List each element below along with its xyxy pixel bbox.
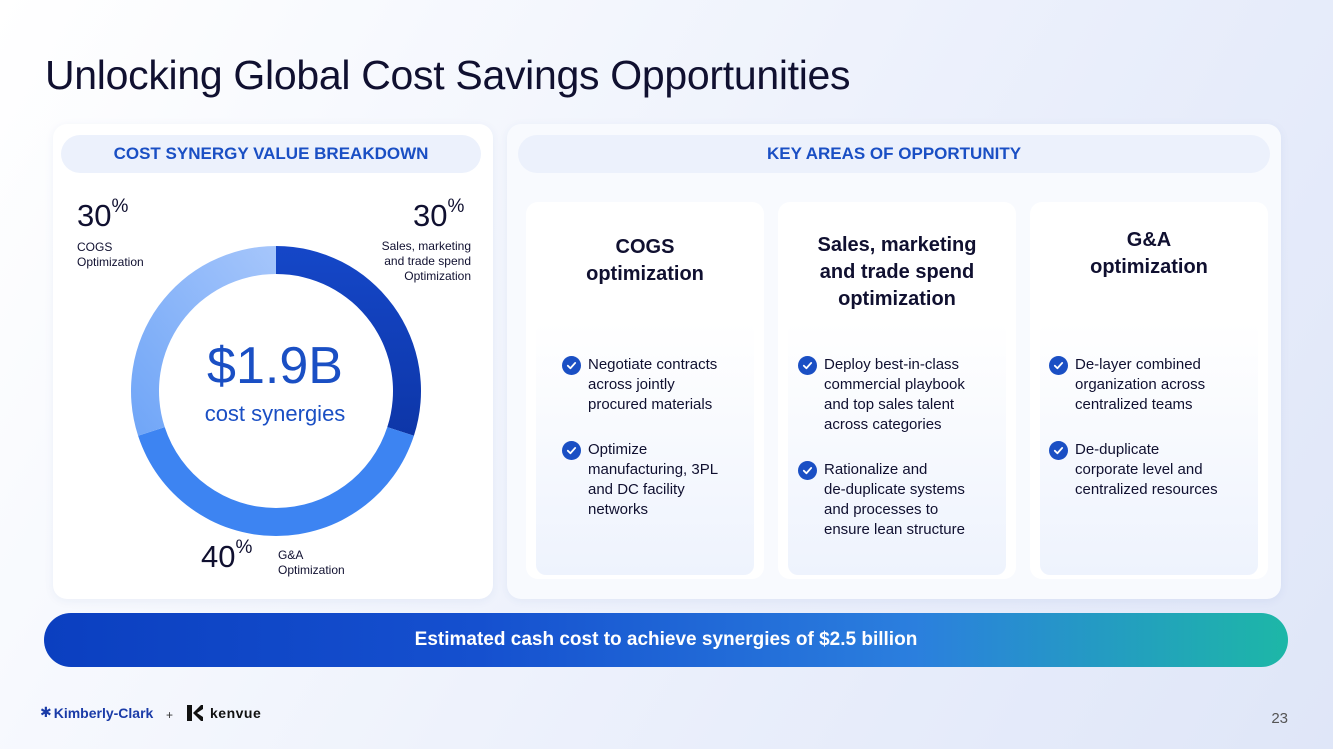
card-title-line: optimization	[586, 263, 704, 285]
ga-percent: 40%	[201, 537, 253, 575]
sales-percent: 30%	[413, 196, 465, 234]
sales-label-line: Sales, marketing	[381, 239, 471, 253]
card-title-line: and trade spend	[819, 261, 975, 283]
card-title: G&A optimization	[1030, 227, 1268, 281]
logo-plus: +	[166, 708, 174, 722]
sales-segment-label: Sales, marketing and trade spend Optimiz…	[382, 239, 471, 284]
check-circle-icon	[798, 461, 817, 480]
cogs-card: COGS optimization Negotiate contracts ac…	[526, 202, 764, 579]
synergy-total-value: $1.9B	[207, 337, 343, 395]
card-body	[1040, 322, 1258, 575]
item-line: manufacturing, 3PL	[588, 461, 719, 478]
synergy-total-label: cost synergies	[204, 401, 346, 426]
list-item-text: Rationalize and de-duplicate systems and…	[824, 460, 999, 540]
item-line: centralized resources	[1075, 481, 1218, 498]
cogs-percent: 30%	[77, 196, 129, 234]
item-line: across categories	[824, 416, 942, 433]
card-title: Sales, marketing and trade spend optimiz…	[778, 232, 1016, 313]
kenvue-logo-text: kenvue	[210, 705, 262, 721]
card-title-line: COGS	[615, 236, 675, 258]
item-line: Deploy best-in-class	[824, 356, 960, 373]
kenvue-logo: kenvue	[186, 704, 261, 722]
item-line: Rationalize and	[824, 461, 928, 478]
item-line: and DC facility	[588, 481, 685, 498]
item-line: networks	[588, 501, 649, 518]
list-item-text: De-duplicate corporate level and central…	[1075, 440, 1250, 500]
list-item-text: De-layer combined organization across ce…	[1075, 355, 1250, 415]
ga-percent-unit: %	[235, 537, 253, 558]
cogs-percent-value: 30	[77, 198, 112, 233]
kenvue-k-icon	[187, 705, 203, 721]
cost-synergy-panel: COST SYNERGY VALUE BREAKDOWN 30% Sales, …	[53, 124, 493, 599]
item-line: procured materials	[588, 396, 713, 413]
cost-synergy-header: COST SYNERGY VALUE BREAKDOWN	[61, 135, 481, 173]
sales-segment-arc	[276, 246, 421, 436]
cogs-segment-label: COGS Optimization	[77, 240, 144, 270]
card-title-line: optimization	[838, 288, 956, 310]
check-circle-icon	[1049, 356, 1068, 375]
check-circle-icon	[562, 441, 581, 460]
sales-label-line: Optimization	[404, 269, 471, 283]
page-number: 23	[1271, 710, 1288, 727]
cogs-label-line: COGS	[77, 240, 113, 254]
key-areas-panel: KEY AREAS OF OPPORTUNITY COGS optimizati…	[507, 124, 1281, 599]
item-line: and processes to	[824, 501, 939, 518]
check-circle-icon	[1049, 441, 1068, 460]
kimberly-clark-logo: ✱ Kimberly-Clark	[40, 704, 153, 721]
list-item-text: Negotiate contracts across jointly procu…	[588, 355, 763, 415]
ga-label-line: Optimization	[278, 563, 345, 577]
cost-to-achieve-banner: Estimated cash cost to achieve synergies…	[44, 613, 1288, 667]
cogs-segment-arc	[131, 246, 276, 436]
key-areas-header: KEY AREAS OF OPPORTUNITY	[518, 135, 1270, 173]
card-title: COGS optimization	[526, 234, 764, 288]
sales-percent-unit: %	[447, 196, 465, 217]
sales-percent-value: 30	[413, 198, 448, 233]
item-line: de-duplicate systems	[824, 481, 965, 498]
ga-segment-label: G&A Optimization	[278, 548, 345, 578]
item-line: and top sales talent	[824, 396, 955, 413]
card-title-line: Sales, marketing	[817, 234, 977, 256]
ga-segment-arc	[138, 427, 414, 536]
cogs-label-line: Optimization	[77, 255, 144, 269]
page-title: Unlocking Global Cost Savings Opportunit…	[45, 52, 851, 98]
item-line: De-layer combined	[1075, 356, 1201, 373]
item-line: commercial playbook	[824, 376, 965, 393]
check-circle-icon	[562, 356, 581, 375]
card-title-line: G&A	[1126, 229, 1172, 251]
check-circle-icon	[798, 356, 817, 375]
list-item-text: Deploy best-in-class commercial playbook…	[824, 355, 999, 435]
kimberly-clark-logo-text: Kimberly-Clark	[53, 704, 154, 721]
item-line: Optimize	[588, 441, 648, 458]
item-line: across jointly	[588, 376, 675, 393]
ga-percent-value: 40	[201, 539, 236, 574]
synergy-donut-chart	[131, 246, 421, 536]
sales-card: Sales, marketing and trade spend optimiz…	[778, 202, 1016, 579]
list-item-text: Optimize manufacturing, 3PL and DC facil…	[588, 440, 763, 520]
ga-card: G&A optimization De-layer combined organ…	[1030, 202, 1268, 579]
card-body	[788, 322, 1006, 575]
asterisk-icon: ✱	[40, 704, 52, 720]
item-line: organization across	[1075, 376, 1206, 393]
item-line: ensure lean structure	[824, 521, 965, 538]
item-line: corporate level and	[1075, 461, 1203, 478]
sales-label-line: and trade spend	[384, 254, 471, 268]
item-line: Negotiate contracts	[588, 356, 718, 373]
item-line: De-duplicate	[1075, 441, 1160, 458]
item-line: centralized teams	[1075, 396, 1193, 413]
cogs-percent-unit: %	[111, 196, 129, 217]
ga-label-line: G&A	[278, 548, 304, 562]
card-title-line: optimization	[1090, 256, 1208, 278]
